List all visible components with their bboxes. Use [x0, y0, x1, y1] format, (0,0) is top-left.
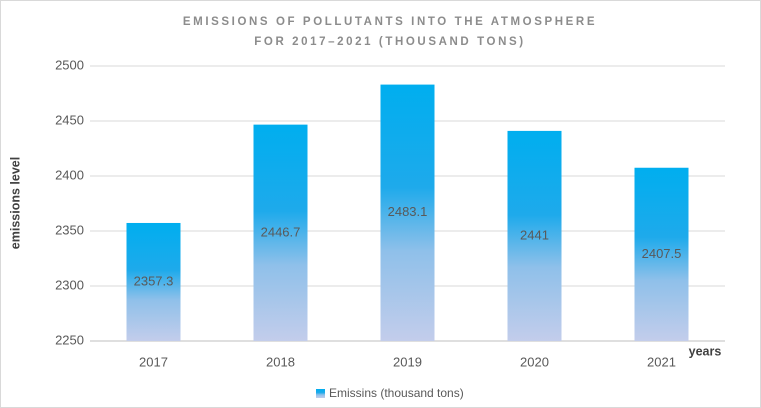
x-tick-label: 2020	[520, 354, 549, 369]
x-tick-label: 2018	[266, 354, 295, 369]
x-tick-label: 2017	[139, 354, 168, 369]
data-label: 2407.5	[642, 246, 682, 261]
y-tick-label: 2400	[55, 167, 84, 182]
y-tick-label: 2300	[55, 277, 84, 292]
data-label: 2483.1	[388, 204, 428, 219]
bar	[507, 130, 562, 341]
data-label: 2357.3	[134, 273, 174, 288]
y-tick-label: 2350	[55, 222, 84, 237]
y-tick-label: 2450	[55, 112, 84, 127]
data-label: 2441	[520, 227, 549, 242]
x-axis-title: years	[689, 344, 722, 358]
chart-title: EMISSIONS OF POLLUTANTS INTO THE ATMOSPH…	[182, 16, 598, 48]
legend-swatch	[316, 389, 325, 398]
data-label: 2446.7	[261, 224, 301, 239]
y-axis-title: emissions level	[8, 157, 22, 249]
bar	[380, 84, 435, 341]
y-tick-label: 2250	[55, 332, 84, 347]
y-tick-label: 2500	[55, 57, 84, 72]
x-tick-label: 2019	[393, 354, 422, 369]
legend-label: Emissins (thousand tons)	[329, 386, 464, 400]
bar	[253, 124, 308, 341]
bar	[126, 222, 181, 341]
x-tick-label: 2021	[647, 354, 676, 369]
bar	[634, 167, 689, 341]
